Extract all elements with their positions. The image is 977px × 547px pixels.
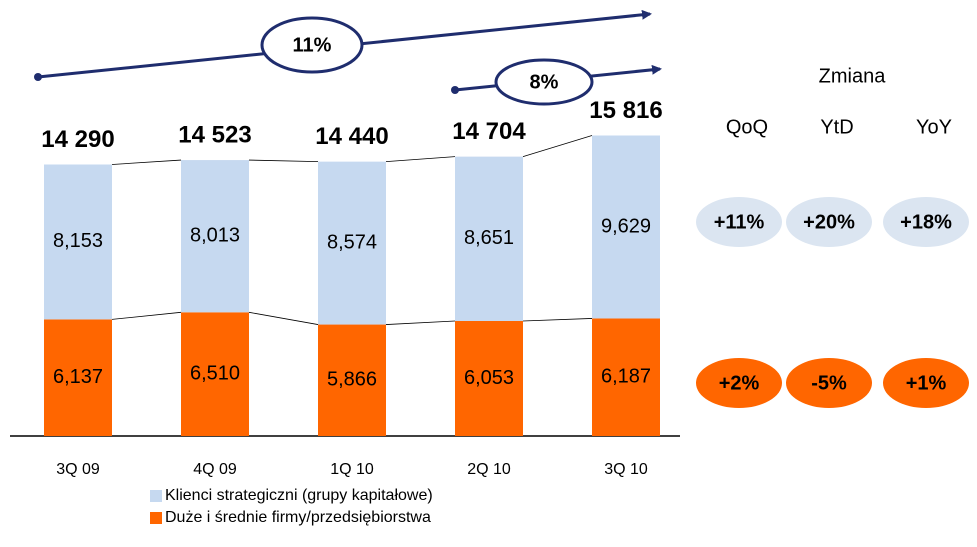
growth-bubble (494, 58, 594, 106)
x-tick-label: 4Q 09 (193, 461, 237, 478)
change-label: +11% (714, 211, 765, 233)
x-tick-label: 1Q 10 (330, 461, 374, 478)
connector (385, 156, 456, 163)
bar-segment (318, 324, 386, 436)
total-label: 14 440 (315, 123, 388, 150)
value-label: 5,866 (327, 369, 377, 391)
change-label: +18% (900, 211, 952, 233)
bar-segment (592, 318, 660, 436)
value-label: 6,187 (601, 366, 651, 388)
connector (111, 159, 182, 165)
change-label: +2% (719, 372, 760, 394)
change-header: QoQ (726, 116, 768, 138)
change-bubble (696, 197, 782, 247)
arrow-dot (451, 86, 459, 94)
value-label: 8,651 (464, 227, 514, 249)
change-header: YoY (916, 116, 952, 138)
change-label: -5% (811, 372, 847, 394)
connector (248, 311, 319, 325)
value-label: 8,574 (327, 231, 377, 253)
bar-segment (318, 161, 386, 325)
bar-segment (455, 320, 523, 436)
change-bubble (883, 358, 969, 408)
total-label: 14 704 (452, 118, 526, 145)
value-label: 6,137 (53, 366, 103, 388)
change-title: Zmiana (819, 65, 887, 87)
total-label: 14 290 (41, 126, 114, 153)
growth-bubble (260, 16, 364, 74)
connector (385, 320, 456, 325)
change-bubble (883, 197, 969, 247)
change-header: YtD (820, 116, 853, 138)
value-label: 8,153 (53, 230, 103, 252)
x-tick-label: 3Q 10 (604, 461, 648, 478)
x-tick-label: 3Q 09 (56, 461, 100, 478)
change-label: +20% (803, 211, 855, 233)
growth-label: 11% (293, 34, 332, 56)
legend-swatch (150, 512, 162, 524)
legend-label: Duże i średnie firmy/przedsiębiorstwa (165, 509, 431, 526)
bar-segment (181, 160, 249, 313)
growth-label: 8% (530, 71, 559, 93)
connector (111, 311, 182, 320)
bar-segment (181, 312, 249, 436)
change-label: +1% (906, 372, 947, 394)
bar-segment (455, 156, 523, 321)
bar-segment (44, 319, 112, 436)
value-label: 6,053 (464, 367, 514, 389)
value-label: 8,013 (190, 224, 240, 246)
connector (522, 318, 593, 322)
total-label: 14 523 (178, 121, 251, 148)
value-label: 9,629 (601, 215, 651, 237)
bar-segment (44, 164, 112, 320)
x-tick-label: 2Q 10 (467, 461, 511, 478)
change-bubble (696, 358, 782, 408)
legend-label: Klienci strategiczni (grupy kapitałowe) (165, 487, 433, 504)
bar-segment (592, 135, 660, 319)
total-label: 15 816 (589, 97, 662, 124)
connector (522, 135, 593, 158)
change-bubble (786, 197, 872, 247)
legend-swatch (150, 490, 162, 502)
connector (248, 159, 319, 163)
change-bubble (786, 358, 872, 408)
value-label: 6,510 (190, 362, 240, 384)
arrow-dot (34, 73, 42, 81)
